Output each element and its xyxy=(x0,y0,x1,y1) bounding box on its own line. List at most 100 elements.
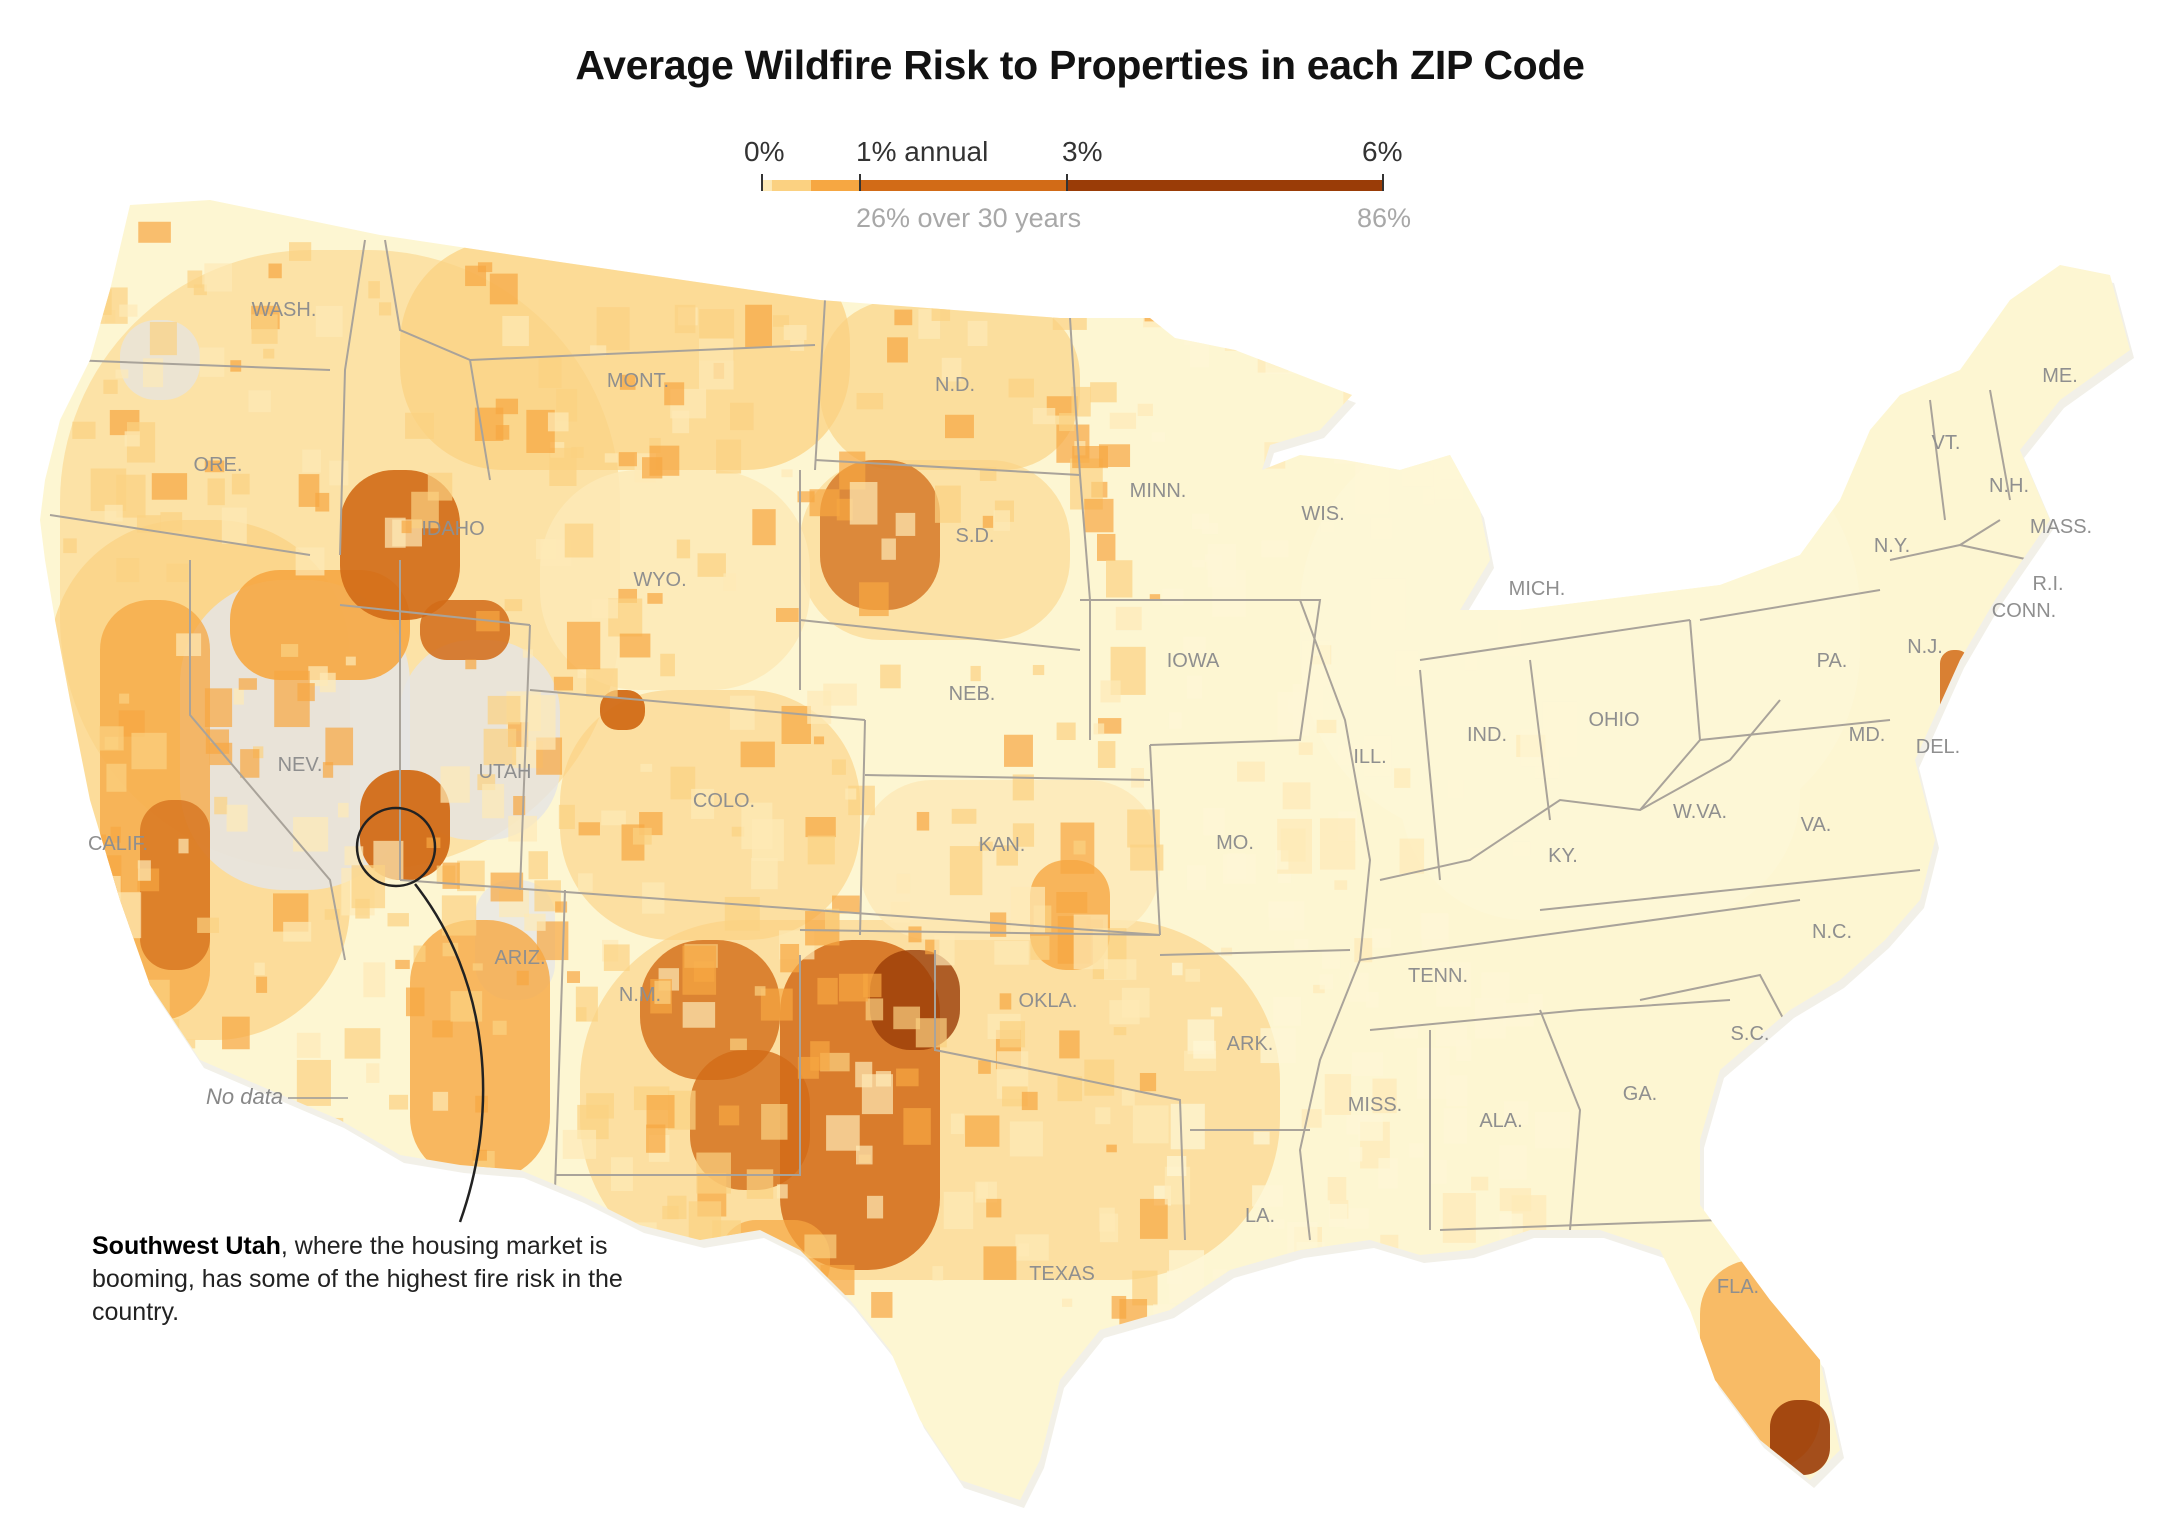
state-label-colo: COLO. xyxy=(693,790,755,812)
zip-cell xyxy=(106,763,127,792)
zip-cell xyxy=(104,875,121,902)
zip-cell xyxy=(682,1002,716,1028)
zip-cell xyxy=(226,804,248,832)
zip-cell xyxy=(137,860,151,881)
zip-cell xyxy=(329,460,349,486)
zip-cell xyxy=(871,1291,893,1318)
border-ut-east xyxy=(519,624,531,891)
zip-cell xyxy=(839,973,868,1002)
state-label-ga: GA. xyxy=(1623,1083,1657,1105)
border-nm-tx xyxy=(555,955,801,1176)
state-label-la: LA. xyxy=(1245,1205,1275,1227)
zip-cell xyxy=(263,348,275,359)
zip-cell xyxy=(97,1195,109,1203)
state-label-ny: N.Y. xyxy=(1874,535,1910,557)
zip-cell xyxy=(64,820,77,836)
zip-cell xyxy=(601,810,626,826)
zip-cell xyxy=(1554,464,1582,501)
risk-area-higher-19 xyxy=(140,800,210,970)
zip-cell xyxy=(1183,636,1206,663)
zip-cell xyxy=(807,835,835,865)
zip-cell xyxy=(1170,1103,1205,1150)
zip-cell xyxy=(103,379,118,394)
zip-cell xyxy=(1364,735,1392,777)
border-ca-nv xyxy=(189,560,346,961)
zip-cell xyxy=(1061,1298,1073,1307)
zip-cell xyxy=(1100,680,1121,703)
zip-cell xyxy=(807,690,832,724)
zip-cell xyxy=(119,304,138,317)
zip-cell xyxy=(1144,299,1160,322)
zip-cell xyxy=(1151,432,1166,442)
zip-cell xyxy=(472,1149,487,1161)
zip-cell xyxy=(1056,722,1076,741)
state-label-nh: N.H. xyxy=(1989,475,2029,497)
zip-cell xyxy=(1250,1298,1270,1327)
zip-cell xyxy=(315,305,343,337)
zip-cell xyxy=(664,382,685,406)
zip-cell xyxy=(826,1115,860,1151)
zip-cell xyxy=(578,873,593,892)
border-ks-ok xyxy=(799,929,1161,936)
zip-cell xyxy=(1272,1307,1298,1343)
state-label-texas: TEXAS xyxy=(1029,1263,1095,1285)
border-co-ks xyxy=(859,719,866,936)
state-label-ri: R.I. xyxy=(2032,573,2063,595)
zip-cell xyxy=(1559,1313,1582,1339)
zip-cell xyxy=(1355,486,1389,514)
border-id-west xyxy=(339,239,366,556)
state-label-md: MD. xyxy=(1849,724,1886,746)
zip-cell xyxy=(660,653,675,677)
border-mo-ar xyxy=(1159,949,1351,956)
zip-cell xyxy=(903,1108,931,1145)
zip-cell xyxy=(1139,1198,1168,1239)
zip-cell xyxy=(654,980,671,1004)
zip-cell xyxy=(866,1195,884,1219)
zip-cell xyxy=(1442,1193,1476,1243)
zip-cell xyxy=(945,414,974,439)
zip-cell xyxy=(797,1056,819,1079)
zip-cell xyxy=(240,749,260,778)
zip-cell xyxy=(296,1208,315,1232)
zip-cell xyxy=(1351,1052,1383,1077)
state-label-ind: IND. xyxy=(1467,724,1507,746)
zip-cell xyxy=(524,913,546,931)
legend-label-6: 6% xyxy=(1362,136,1403,167)
zip-cell xyxy=(881,538,896,560)
zip-cell xyxy=(1464,653,1477,671)
zip-cell xyxy=(119,693,130,704)
state-label-pa: PA. xyxy=(1817,650,1848,672)
legend-swatch-3 xyxy=(860,180,1067,191)
map-title: Average Wildfire Risk to Properties in e… xyxy=(575,42,1585,88)
zip-cell xyxy=(643,233,665,263)
zip-cell xyxy=(647,593,663,604)
zip-cell xyxy=(697,553,726,577)
zip-cell xyxy=(943,1191,974,1230)
zip-cell xyxy=(1440,220,1472,269)
zip-cell xyxy=(729,695,755,730)
zip-cell xyxy=(1106,560,1133,598)
zip-cell xyxy=(516,970,529,986)
zip-cell xyxy=(1421,914,1449,950)
zip-cell xyxy=(1185,968,1201,982)
zip-cell xyxy=(1399,838,1425,874)
state-label-wis: WIS. xyxy=(1301,503,1344,525)
zip-cell xyxy=(812,229,826,243)
zip-cell xyxy=(746,1169,774,1199)
zip-cell xyxy=(116,558,140,583)
zip-cell xyxy=(1139,1072,1157,1092)
zip-cell xyxy=(1354,938,1373,963)
zip-cell xyxy=(977,1182,989,1199)
legend-label-0: 0% xyxy=(744,136,785,167)
zip-cell xyxy=(1370,517,1392,539)
zip-cell xyxy=(576,1007,587,1022)
zip-cell xyxy=(767,1272,790,1287)
zip-cell xyxy=(205,729,230,754)
zip-cell xyxy=(160,512,183,532)
zip-cell xyxy=(1320,313,1347,341)
zip-cell xyxy=(1191,513,1210,530)
zip-cell xyxy=(1436,962,1471,1007)
zip-cell xyxy=(225,1120,247,1141)
state-label-ark: ARK. xyxy=(1227,1033,1274,1055)
state-label-wash: WASH. xyxy=(252,299,317,321)
